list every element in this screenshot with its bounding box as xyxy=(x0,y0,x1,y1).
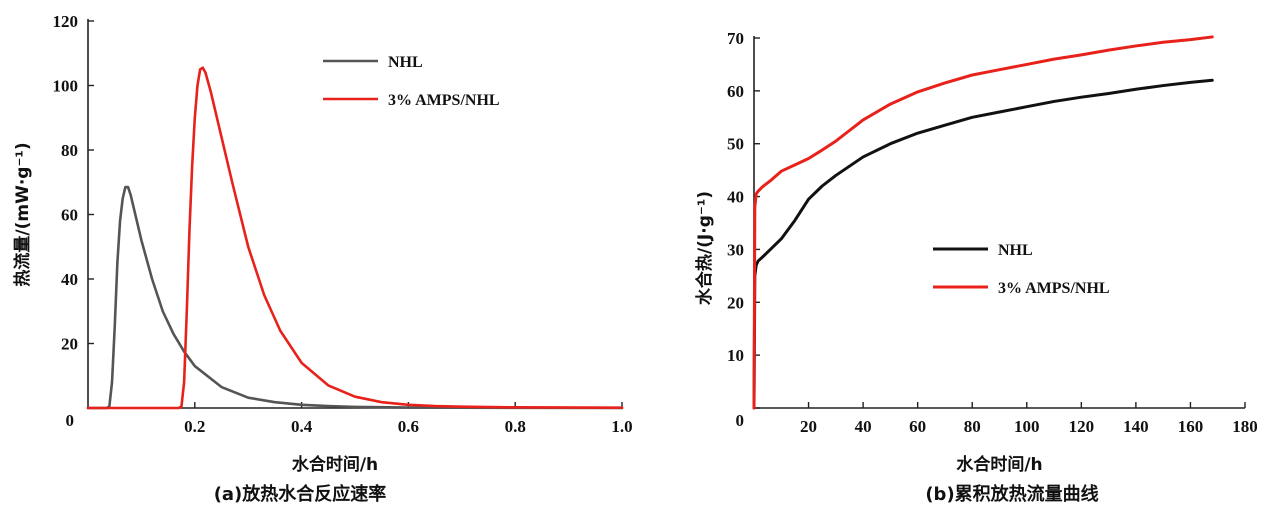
series-line-nhl xyxy=(86,185,624,410)
y-tick-label: 10 xyxy=(727,346,744,365)
y-tick-label: 20 xyxy=(61,335,78,354)
y-axis-label: 热流量/(mW·g⁻¹) xyxy=(12,142,33,286)
legend-label: NHL xyxy=(998,242,1033,259)
x-tick-label: 0.8 xyxy=(505,417,526,436)
figure-caption: (a)放热水合反应速率 xyxy=(214,483,387,505)
x-axis-label: 水合时间/h xyxy=(292,454,378,475)
chart-a: 0 20 40 60 80 100 120 0.2 0.4 0.6 0.8 1.0 水合时间/h 热流量/… xyxy=(12,12,633,505)
x-tick-label: 140 xyxy=(1123,417,1149,436)
y-tick-label: 30 xyxy=(727,240,744,259)
y-tick-label: 0 xyxy=(66,411,75,430)
x-axis-label: 水合时间/h xyxy=(956,454,1042,475)
y-tick-label: 120 xyxy=(53,12,79,31)
y-tick-label: 40 xyxy=(61,270,78,289)
x-tick-label: 1.0 xyxy=(611,417,632,436)
x-tick-label: 20 xyxy=(800,417,817,436)
y-tick-label: 20 xyxy=(727,293,744,312)
x-tick-label: 0.6 xyxy=(398,417,419,436)
y-tick-label: 60 xyxy=(61,206,78,225)
y-axis-label: 水合热/(J·g⁻¹) xyxy=(694,191,715,305)
legend-label: 3% AMPS/NHL xyxy=(998,280,1110,297)
x-tick-label: 80 xyxy=(964,417,981,436)
x-tick-label: 0.2 xyxy=(184,417,205,436)
series-line-nhl xyxy=(752,78,1214,410)
x-tick-label: 40 xyxy=(855,417,872,436)
x-tick-label: 100 xyxy=(1014,417,1040,436)
x-tick-label: 180 xyxy=(1232,417,1258,436)
series-line-amps-nhl xyxy=(752,35,1214,410)
y-tick-label: 50 xyxy=(727,135,744,154)
chart-b: 0 10 20 30 40 50 60 70 20 40 60 80 100 120 140 160 180 水合… xyxy=(694,29,1258,505)
x-tick-label: 60 xyxy=(909,417,926,436)
y-tick-label: 80 xyxy=(61,141,78,160)
x-tick-label: 120 xyxy=(1069,417,1095,436)
legend-label: 3% AMPS/NHL xyxy=(388,92,500,109)
y-tick-label: 100 xyxy=(53,77,79,96)
x-tick-label: 160 xyxy=(1178,417,1204,436)
y-tick-label: 70 xyxy=(727,29,744,48)
y-tick-label: 0 xyxy=(736,411,745,430)
legend-label: NHL xyxy=(388,54,423,71)
y-tick-label: 60 xyxy=(727,82,744,101)
y-tick-label: 40 xyxy=(727,188,744,207)
series-line-amps-nhl xyxy=(86,66,624,410)
x-tick-label: 0.4 xyxy=(291,417,313,436)
figure-caption: (b)累积放热流量曲线 xyxy=(925,483,1098,505)
